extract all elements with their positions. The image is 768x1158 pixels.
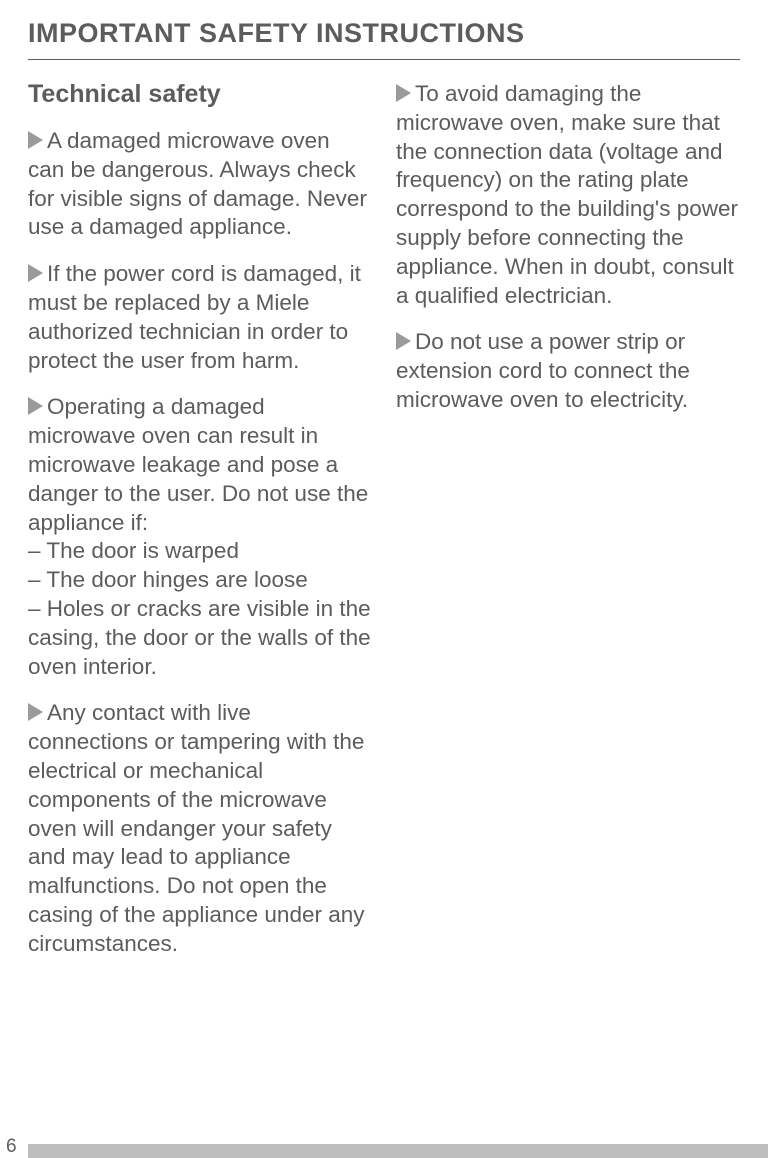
para-text: To avoid damaging the microwave oven, ma… <box>396 81 738 308</box>
bullet-line: – The door is warped <box>28 538 239 563</box>
para-text: Do not use a power strip or extension co… <box>396 329 690 412</box>
triangle-bullet-icon <box>28 703 43 721</box>
bullet-line: – The door hinges are loose <box>28 567 308 592</box>
triangle-bullet-icon <box>396 332 411 350</box>
safety-para-2: If the power cord is damaged, it must be… <box>28 260 372 375</box>
page-number: 6 <box>6 1136 17 1158</box>
page-footer: 6 <box>0 1138 768 1158</box>
bullet-line: – Holes or cracks are visible in the cas… <box>28 596 371 679</box>
triangle-bullet-icon <box>28 397 43 415</box>
safety-para-4: Any contact with live connections or tam… <box>28 699 372 958</box>
para-text: If the power cord is damaged, it must be… <box>28 261 361 372</box>
triangle-bullet-icon <box>396 84 411 102</box>
triangle-bullet-icon <box>28 131 43 149</box>
safety-para-1: A damaged microwave oven can be dangerou… <box>28 127 372 242</box>
safety-para-3: Operating a damaged microwave oven can r… <box>28 393 372 681</box>
two-column-layout: Technical safety A damaged microwave ove… <box>28 80 740 977</box>
page-header: IMPORTANT SAFETY INSTRUCTIONS <box>28 18 740 60</box>
safety-para-5: To avoid damaging the microwave oven, ma… <box>396 80 740 310</box>
triangle-bullet-icon <box>28 264 43 282</box>
left-column: Technical safety A damaged microwave ove… <box>28 80 372 977</box>
para-text: Any contact with live connections or tam… <box>28 700 365 955</box>
page-container: IMPORTANT SAFETY INSTRUCTIONS Technical … <box>0 0 768 977</box>
safety-para-6: Do not use a power strip or extension co… <box>396 328 740 414</box>
section-subhead: Technical safety <box>28 80 372 109</box>
right-column: To avoid damaging the microwave oven, ma… <box>396 80 740 977</box>
para-text: Operating a damaged microwave oven can r… <box>28 394 368 534</box>
footer-bar <box>28 1144 768 1158</box>
para-text: A damaged microwave oven can be dangerou… <box>28 128 367 239</box>
